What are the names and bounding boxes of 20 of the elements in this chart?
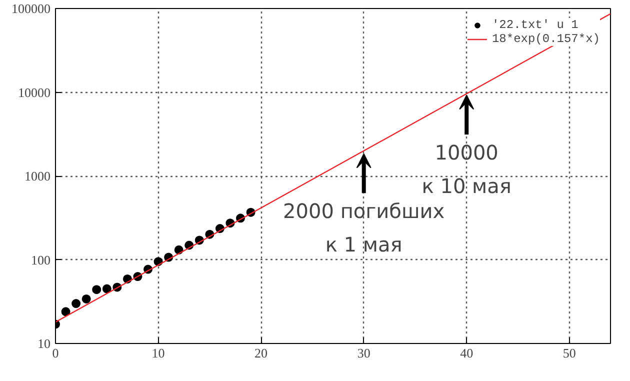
y-tick-label: 100000: [12, 1, 50, 16]
legend-label: 18*exp(0.157*x): [492, 32, 600, 46]
point: [61, 307, 70, 316]
point: [102, 284, 112, 294]
legend-label: '22.txt' u 1: [492, 18, 578, 32]
x-tick-label: 0: [52, 346, 59, 360]
y-tick-label: 10000: [18, 84, 50, 100]
y-tick-label: 10: [38, 336, 50, 351]
x-tick-label: 50: [562, 346, 576, 360]
point: [92, 285, 102, 294]
x-tick-label: 10: [152, 346, 165, 360]
x-tick-label: 20: [254, 346, 268, 360]
point: [72, 299, 81, 308]
y-tick-label: 1000: [24, 168, 50, 184]
x-tick-label: 40: [460, 346, 474, 360]
x-tick-label: 30: [357, 346, 370, 360]
annotation: 2000 погибших к 1 мая: [283, 199, 445, 257]
point: [82, 294, 91, 304]
annotation: 10000 к 10 мая: [422, 140, 512, 198]
y-tick-label: 100: [31, 252, 50, 268]
